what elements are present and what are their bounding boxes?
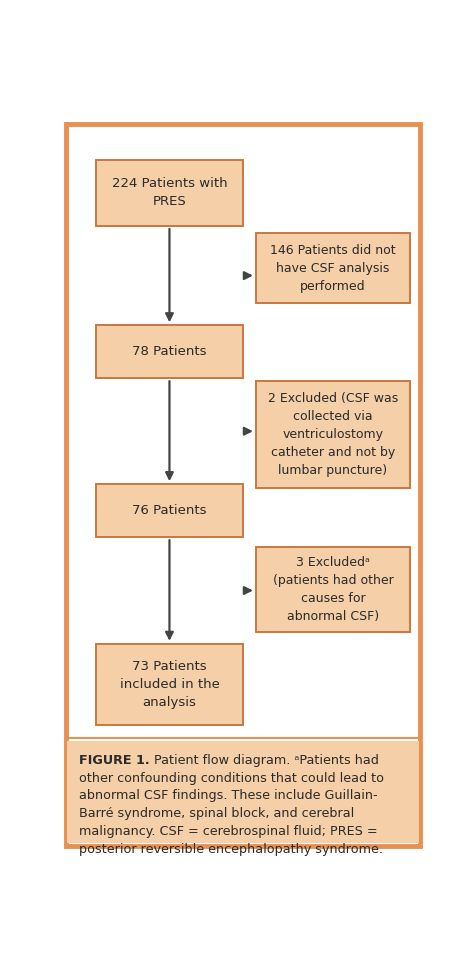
Text: posterior reversible encephalopathy syndrome.: posterior reversible encephalopathy synd… — [80, 843, 383, 855]
Text: 3 Excludedᵃ
(patients had other
causes for
abnormal CSF): 3 Excludedᵃ (patients had other causes f… — [273, 556, 393, 623]
Bar — [256, 233, 410, 303]
Text: 78 Patients: 78 Patients — [132, 346, 207, 358]
Bar — [96, 644, 243, 725]
Text: malignancy. CSF = cerebrospinal fluid; PRES =: malignancy. CSF = cerebrospinal fluid; P… — [80, 825, 378, 838]
Text: 146 Patients did not
have CSF analysis
performed: 146 Patients did not have CSF analysis p… — [270, 244, 396, 293]
Text: Barré syndrome, spinal block, and cerebral: Barré syndrome, spinal block, and cerebr… — [80, 807, 355, 820]
Bar — [256, 547, 410, 633]
Text: 2 Excluded (CSF was
collected via
ventriculostomy
catheter and not by
lumbar pun: 2 Excluded (CSF was collected via ventri… — [268, 392, 398, 477]
Bar — [96, 325, 243, 378]
Text: 224 Patients with
PRES: 224 Patients with PRES — [112, 178, 227, 208]
Bar — [96, 159, 243, 227]
Text: 76 Patients: 76 Patients — [132, 504, 207, 517]
Text: 73 Patients
included in the
analysis: 73 Patients included in the analysis — [119, 660, 219, 708]
Text: abnormal CSF findings. These include Guillain-: abnormal CSF findings. These include Gui… — [80, 789, 378, 803]
Text: Patient flow diagram. ᵃPatients had: Patient flow diagram. ᵃPatients had — [150, 754, 379, 767]
Text: FIGURE 1.: FIGURE 1. — [80, 754, 150, 767]
Text: other confounding conditions that could lead to: other confounding conditions that could … — [80, 772, 384, 784]
Bar — [96, 484, 243, 538]
Bar — [256, 381, 410, 488]
Bar — [67, 740, 419, 843]
